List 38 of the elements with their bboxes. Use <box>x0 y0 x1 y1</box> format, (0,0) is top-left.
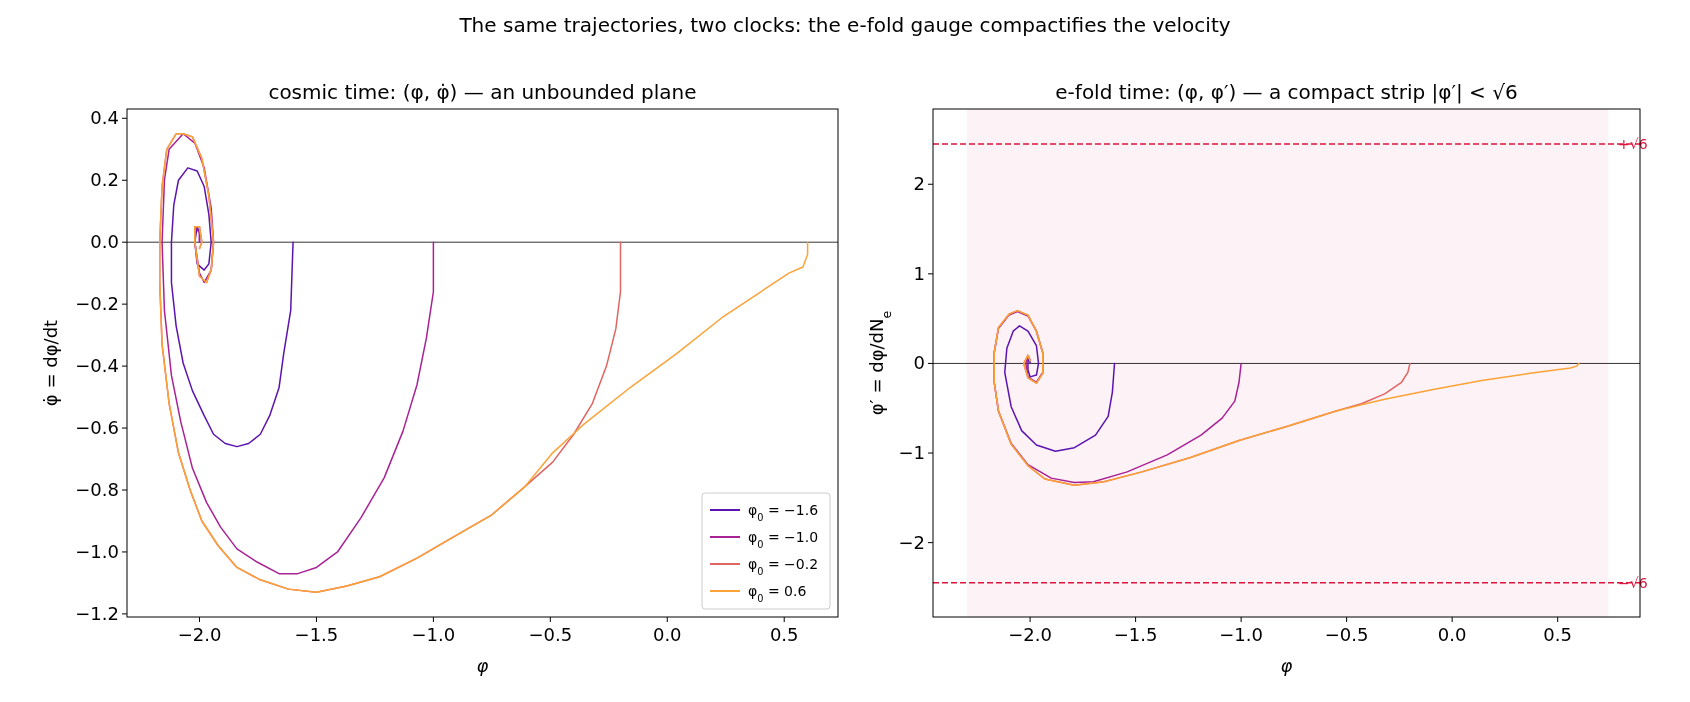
x-tick-label: −1.5 <box>1113 624 1158 645</box>
y-tick-label: −2 <box>898 531 925 553</box>
x-tick-label: −1.0 <box>1219 624 1263 645</box>
x-tick-label: −0.5 <box>1324 624 1369 645</box>
x-tick-label: −1.0 <box>411 624 456 645</box>
x-tick-label: 0.0 <box>652 624 682 645</box>
y-tick-label: −0.8 <box>75 479 119 500</box>
x-axis-title: φ <box>1280 655 1293 676</box>
ref-line-label: +√6 <box>1618 136 1648 153</box>
legend-label: φ$_{0}$ = −1.0 <box>748 529 819 550</box>
y-tick-label: −0.2 <box>75 293 119 315</box>
x-tick-label: 0.5 <box>1543 624 1573 645</box>
y-tick-label: −0.4 <box>75 355 119 377</box>
y-tick-label: −0.6 <box>75 417 119 439</box>
y-tick-label: −1 <box>898 442 925 464</box>
legend-label: φ$_{0}$ = 0.6 <box>748 583 807 604</box>
y-tick-label: −1.2 <box>75 602 119 624</box>
y-axis-title: φ̇ = dφ/dt <box>40 319 61 407</box>
y-tick-label: 0 <box>913 352 925 374</box>
x-tick-label: −0.5 <box>528 624 573 645</box>
text: The same trajectories, two clocks: the e-fold gauge compactifies the velocity <box>458 13 1231 37</box>
x-tick-label: −2.0 <box>1008 624 1052 645</box>
x-tick-label: −1.5 <box>294 624 339 645</box>
ref-line-label: −√6 <box>1618 574 1648 591</box>
y-tick-label: 0.2 <box>90 169 119 191</box>
y-tick-label: 0.0 <box>90 231 119 253</box>
chart-title: e-fold time: (φ, φ′) — a compact strip |φ′| < √6 <box>1055 80 1518 104</box>
x-tick-label: 0.5 <box>769 624 799 645</box>
y-tick-label: −1.0 <box>75 540 119 562</box>
y-tick-label: 0.4 <box>90 107 119 129</box>
x-axis-title: φ <box>476 655 489 676</box>
y-tick-label: 2 <box>913 173 925 195</box>
x-tick-label: −2.0 <box>177 624 222 645</box>
legend-label: φ$_{0}$ = −1.6 <box>748 502 819 523</box>
x-tick-label: 0.0 <box>1437 624 1467 645</box>
chart-title: cosmic time: (φ, φ̇) — an unbounded plane <box>268 80 697 104</box>
y-tick-label: 1 <box>913 262 925 284</box>
legend-label: φ$_{0}$ = −0.2 <box>748 556 819 577</box>
